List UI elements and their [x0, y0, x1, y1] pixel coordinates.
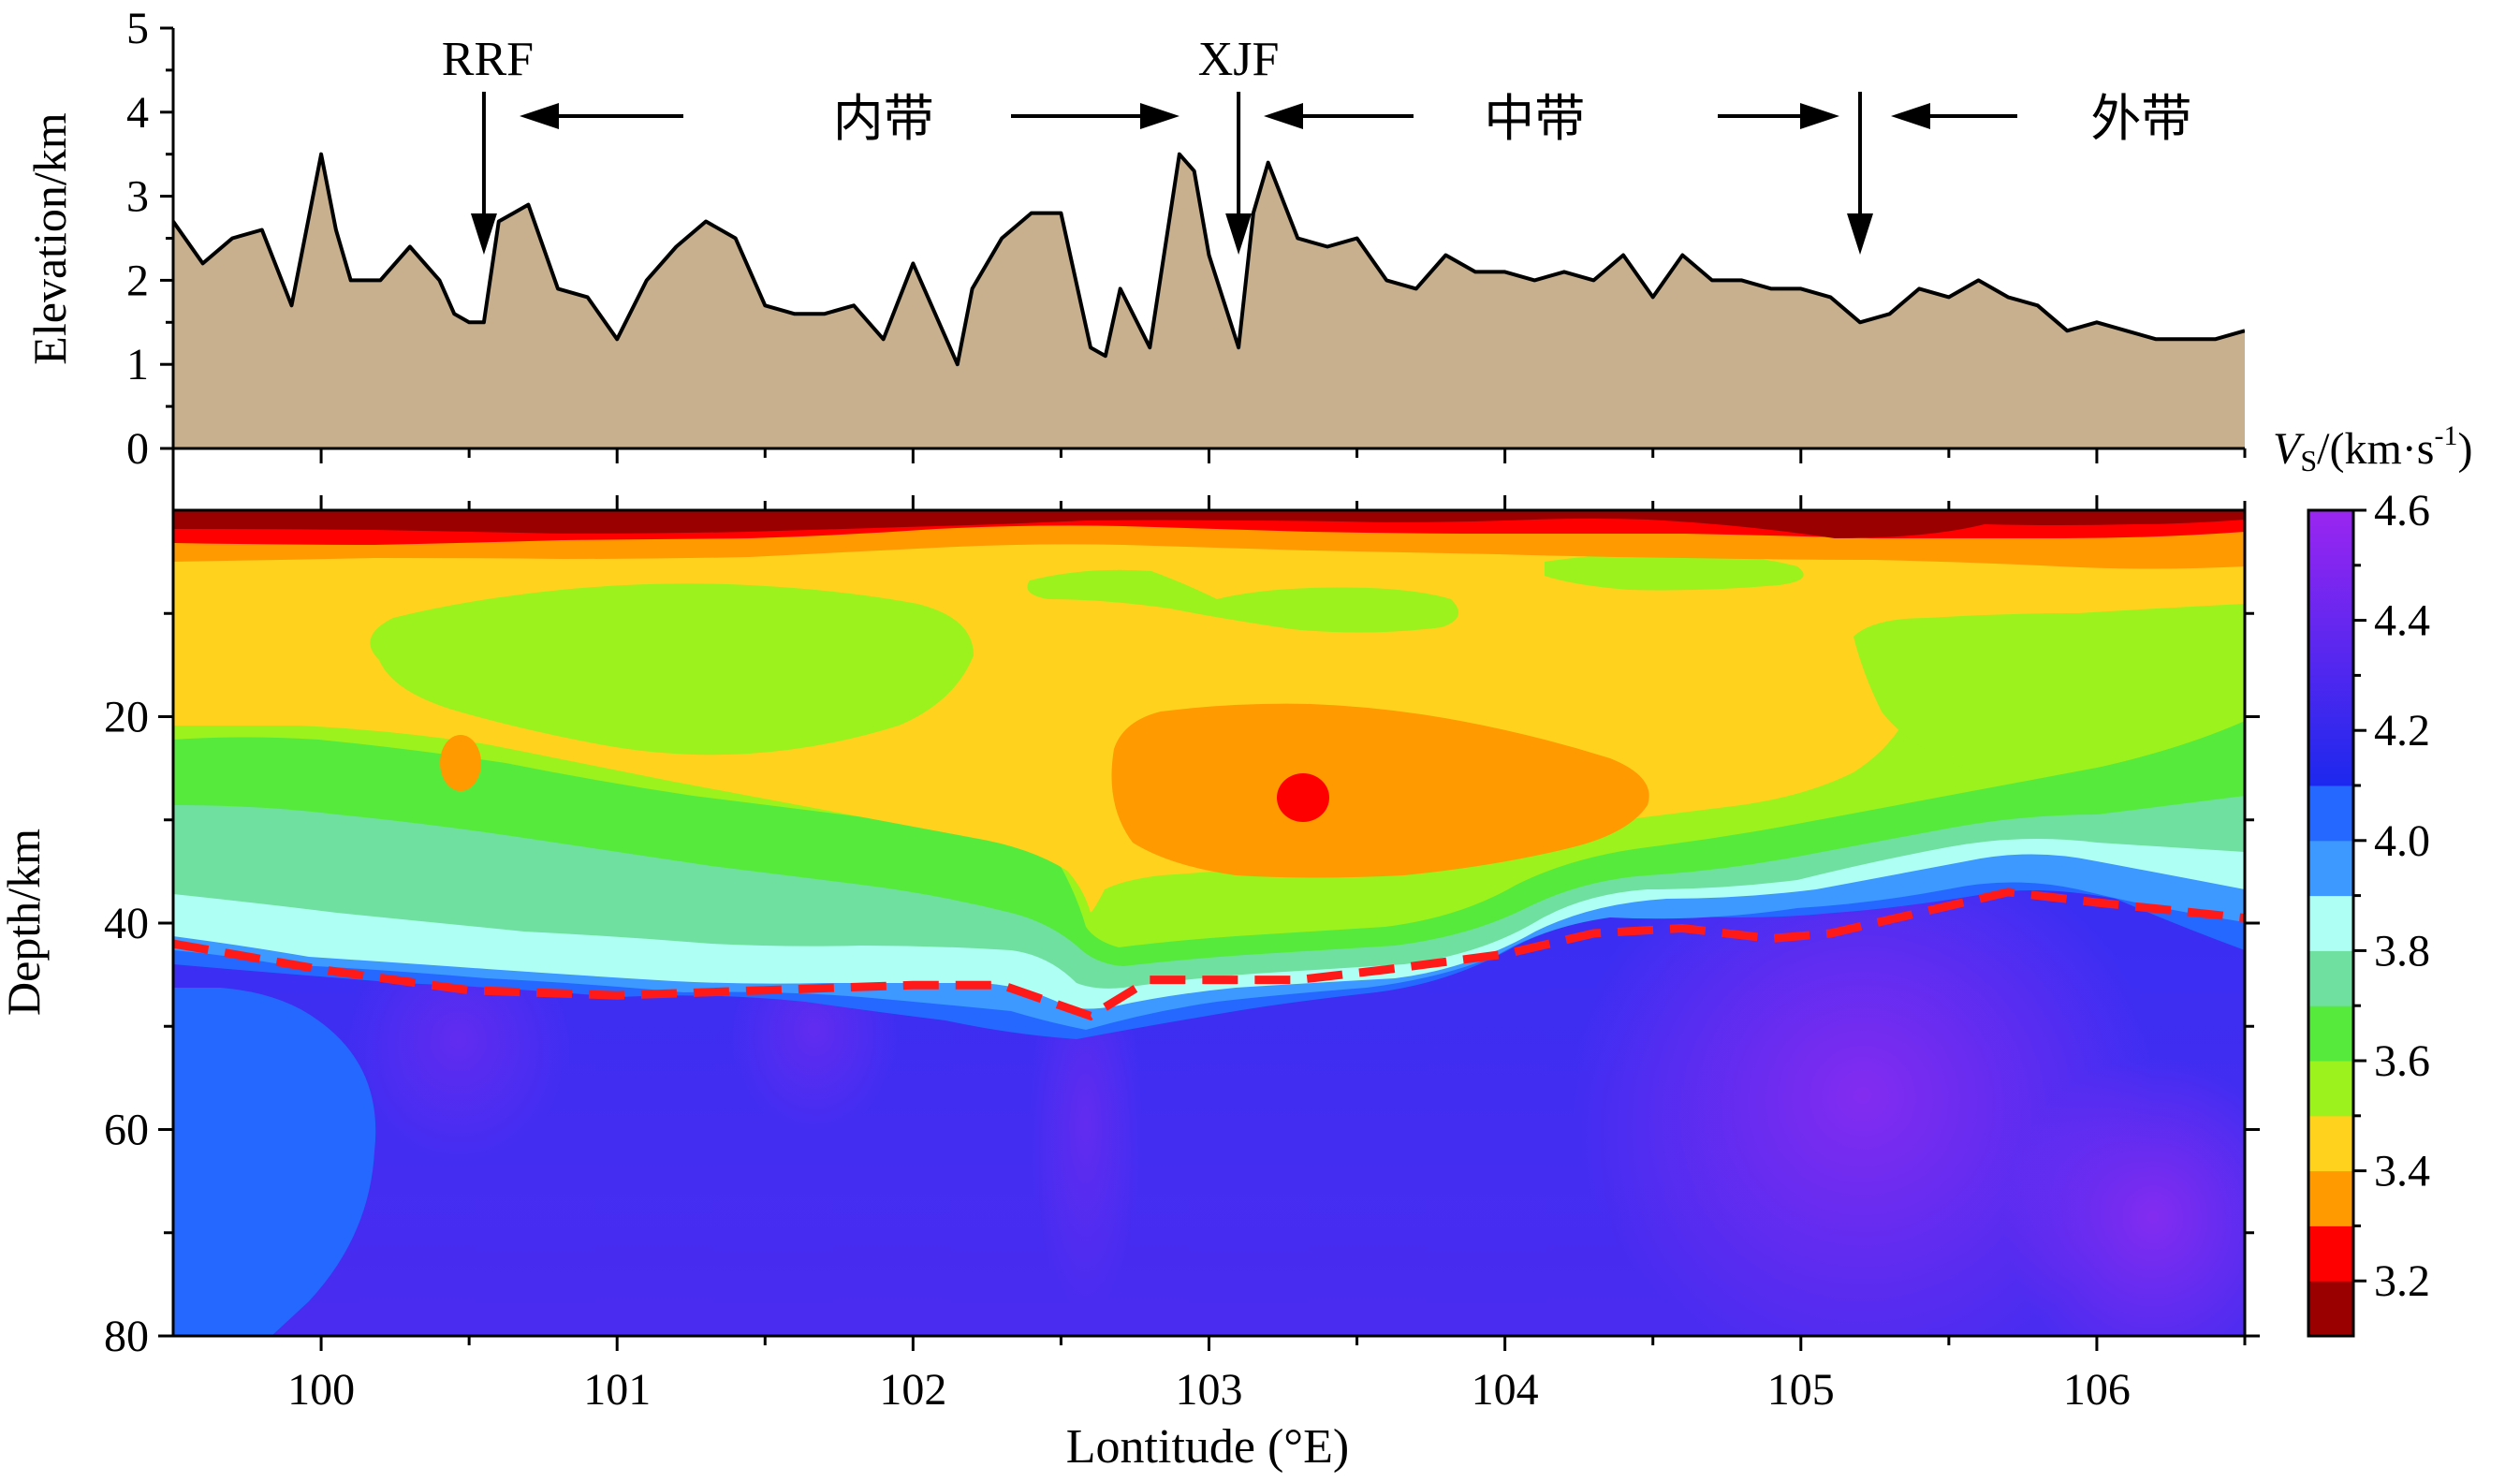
elevation-profile-line: [173, 152, 2245, 367]
elevation-y-tick-label: 3: [126, 172, 149, 222]
elevation-area: [173, 154, 2245, 448]
colorbar-band: [2308, 895, 2353, 951]
zone-extent-arrowhead: [1264, 103, 1303, 129]
colorbar-bands: [2308, 510, 2353, 1337]
colorbar-label: VS/(km·s-1): [2273, 420, 2472, 477]
colorbar: VS/(km·s-1) 3.2 3.4 3.6 3.8 4.0 4.2 4.4 4.6: [2273, 420, 2472, 1338]
colorbar-band: [2308, 1170, 2353, 1226]
colorbar-band: [2308, 950, 2353, 1006]
low-velocity-anomaly-3.4: [1111, 703, 1649, 878]
zone-label: 内带: [833, 89, 934, 148]
elevation-y-ticks: 0 1 2 3 4 5: [126, 4, 173, 474]
longitude-tick-label: 105: [1767, 1365, 1835, 1415]
fault-label: XJF: [1198, 33, 1280, 86]
colorbar-tick-label: 3.6: [2374, 1036, 2430, 1086]
moho-dashed-line: [173, 888, 2245, 1021]
colorbar-band: [2308, 1281, 2353, 1337]
elevation-y-tick-label: 4: [126, 88, 149, 138]
longitude-tick-label: 101: [583, 1365, 651, 1415]
elevation-y-tick-label: 1: [126, 340, 149, 389]
elevation-y-label: Elevation/km: [23, 112, 76, 364]
depth-tick-label: 60: [104, 1106, 149, 1155]
depth-tick-label: 40: [104, 899, 149, 948]
longitude-tick-label: 102: [879, 1365, 946, 1415]
longitude-ticks: 100 101 102 103 104 105 106: [287, 448, 2247, 1415]
colorbar-tick-label: 4.0: [2374, 816, 2430, 866]
longitude-tick-label: 106: [2063, 1365, 2131, 1415]
fault-marker-arrowhead: [1225, 213, 1253, 255]
zone-label: 外带: [2090, 89, 2191, 148]
upper-crust-green-lens: [1545, 552, 1804, 591]
depth-tick-label: 80: [104, 1312, 149, 1361]
colorbar-tick-label: 4.4: [2374, 596, 2430, 646]
longitude-tick-label: 100: [287, 1365, 355, 1415]
upper-crust-green-lens: [370, 583, 974, 756]
colorbar-tick-label: 4.2: [2374, 706, 2430, 756]
colorbar-band: [2308, 1005, 2353, 1062]
velocity-section: [173, 510, 2245, 1336]
depth-tick-label: 20: [104, 693, 149, 742]
zone-extent-arrowhead: [520, 103, 559, 129]
upper-crust-green-lens: [1027, 569, 1458, 633]
mantle-purple-anomaly: [2003, 1058, 2245, 1336]
colorbar-tick-label: 4.6: [2374, 486, 2430, 536]
colorbar-tick-label: 3.2: [2374, 1256, 2430, 1306]
zone-extent-arrowhead: [1891, 103, 1930, 129]
colorbar-band: [2308, 1225, 2353, 1282]
low-velocity-anomaly-3.2: [1277, 773, 1329, 822]
zone-extent-arrowhead: [1800, 103, 1839, 129]
low-velocity-mantle-patch: [173, 988, 376, 1336]
colorbar-band: [2308, 510, 2353, 786]
elevation-panel: 0 1 2 3 4 5 Elevation/km RRF XJF 内带 中带 外带: [23, 4, 2245, 474]
longitude-axis-label: Lontitude (°E): [1066, 1420, 1349, 1474]
depth-axis-label: Depth/km: [0, 829, 50, 1016]
fault-annotations: RRF XJF 内带 中带 外带: [442, 33, 2191, 255]
elevation-y-tick-label: 5: [126, 4, 149, 53]
longitude-tick-label: 103: [1176, 1365, 1243, 1415]
upper-crust-green-lens: [1853, 604, 2245, 774]
longitude-tick-label: 104: [1472, 1365, 1539, 1415]
colorbar-band: [2308, 1115, 2353, 1172]
colorbar-frame: [2307, 508, 2355, 1338]
colorbar-band: [2308, 840, 2353, 897]
colorbar-ticks: 3.2 3.4 3.6 3.8 4.0 4.2 4.4 4.6: [2353, 486, 2430, 1306]
elevation-y-tick-label: 2: [126, 256, 149, 305]
colorbar-tick-label: 3.8: [2374, 926, 2430, 976]
fault-marker-arrowhead: [470, 213, 497, 255]
depth-ticks: 20 40 60 80: [104, 611, 2260, 1361]
colorbar-band: [2308, 785, 2353, 842]
low-velocity-anomaly-3.4: [440, 735, 481, 791]
zone-extent-arrowhead: [1140, 103, 1179, 129]
fault-marker-arrowhead: [1847, 213, 1874, 255]
colorbar-band: [2308, 1061, 2353, 1117]
fault-label: RRF: [442, 33, 534, 86]
colorbar-tick-label: 3.4: [2374, 1147, 2430, 1196]
shallow-layer-3.1: [173, 510, 2245, 538]
zone-label: 中带: [1484, 89, 1585, 148]
elevation-y-tick-label: 0: [126, 424, 149, 474]
